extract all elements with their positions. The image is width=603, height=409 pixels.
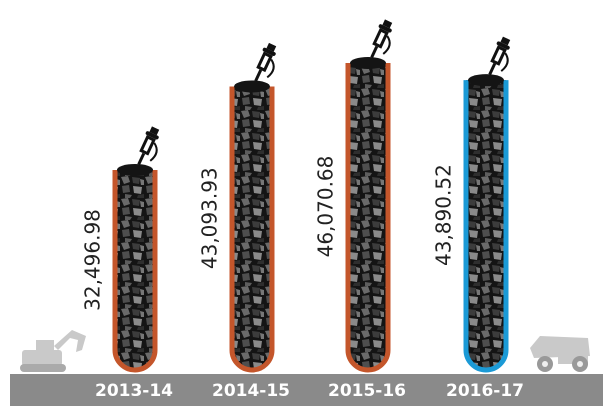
bar (112, 169, 158, 373)
coal-heap (117, 163, 153, 176)
jackhammer-icon (364, 17, 400, 64)
value-label: 32,496.98 (81, 209, 105, 311)
coal-heap (234, 80, 270, 93)
value-label: 43,890.52 (432, 164, 456, 266)
bar (345, 63, 391, 373)
value-label: 46,070.68 (314, 156, 338, 258)
base-band (10, 374, 603, 406)
category-label: 2014-15 (212, 381, 290, 401)
excavator-icon (20, 330, 86, 372)
jackhammer-icon (131, 124, 167, 171)
category-label: 2015-16 (328, 381, 406, 401)
bar (463, 80, 509, 373)
jackhammer-icon (248, 40, 284, 87)
jackhammer-icon (482, 34, 518, 81)
coal-heap (350, 57, 386, 69)
bar (229, 86, 275, 373)
truck-icon (530, 336, 590, 372)
coal-heap (468, 74, 504, 87)
value-label: 43,093.93 (198, 167, 222, 269)
category-label: 2016-17 (446, 381, 524, 401)
category-label: 2013-14 (95, 381, 173, 401)
